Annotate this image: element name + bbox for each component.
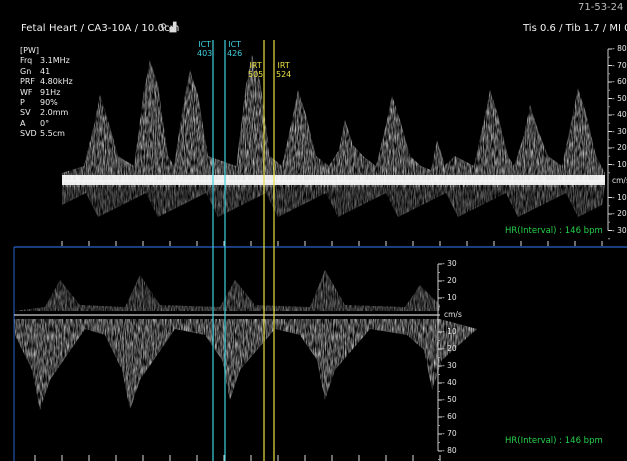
param-row: PRF 4.80kHz <box>20 77 73 87</box>
param-row: A 0° <box>20 119 73 129</box>
param-row: SV 2.0mm <box>20 108 73 118</box>
param-key: PRF <box>20 77 35 87</box>
lower-scale-unit: cm/s <box>444 310 462 319</box>
scale-label: - 20 <box>612 209 627 218</box>
upper-scale-unit: cm/s <box>612 176 627 185</box>
param-value: 5.5cm <box>40 129 65 139</box>
tib-label: Tib <box>565 23 581 34</box>
scale-label: - 80 <box>442 446 457 455</box>
param-value: 90% <box>40 98 58 108</box>
scale-label: - 30 <box>612 126 627 136</box>
exam-title: Fetal Heart / CA3-10A / 10.0cm <box>21 23 180 34</box>
thermal-index-readout: Tis 0.6 / Tib 1.7 / MI 0 <box>523 23 627 34</box>
param-key: Gn <box>20 66 32 76</box>
irt-marker-2: IRT 524 <box>276 61 291 79</box>
upper-time-ticks <box>61 241 603 246</box>
lower-spectrum <box>14 270 477 410</box>
param-key: A <box>20 118 26 128</box>
probe-icon: ⚲ <box>160 23 167 33</box>
marker-label: ICT <box>228 40 242 49</box>
scale-label: - 70 <box>612 60 627 70</box>
upper-forward-flow <box>62 55 605 187</box>
param-row: WF 91Hz <box>20 88 73 98</box>
param-value: 4.80kHz <box>40 77 73 87</box>
param-key: P <box>20 98 25 108</box>
param-value: 41 <box>40 66 51 76</box>
param-value: 2.0mm <box>40 108 69 118</box>
mi-value: 0 <box>624 23 627 34</box>
lower-velocity-scale <box>437 263 442 460</box>
scale-label: - 10 <box>442 327 457 336</box>
clipped-info: 71-53-24 <box>578 2 624 13</box>
scale-label: - 50 <box>612 93 627 103</box>
upper-heart-rate: HR(Interval) : 146 bpm <box>505 226 603 236</box>
upper-spectrum <box>62 55 605 217</box>
param-key: Frq <box>20 56 33 66</box>
scale-label: - 30 <box>442 361 457 370</box>
scale-label: - 10 <box>612 159 627 169</box>
mi-label: MI <box>609 23 621 34</box>
scale-label: - 50 <box>442 395 457 404</box>
tis-label: Tis <box>523 23 537 34</box>
marker-label: IRT <box>277 61 290 70</box>
param-row: [PW] <box>20 46 73 56</box>
header-bar: 71-53-24 Fetal Heart / CA3-10A / 10.0cm … <box>0 0 627 40</box>
scale-label: - 10 <box>442 293 457 302</box>
scale-label: - 70 <box>442 429 457 438</box>
param-row: Gn 41 <box>20 67 73 77</box>
param-value: 0° <box>40 118 50 128</box>
marker-value: 524 <box>276 70 292 79</box>
param-key: SVD <box>20 129 37 139</box>
param-row: Frq 3.1MHz <box>20 56 73 66</box>
param-value: 3.1MHz <box>40 56 70 66</box>
header-icons: ⚲ ▟ <box>160 23 176 33</box>
lower-forward-flow <box>14 270 440 311</box>
param-row: SVD 5.5cm <box>20 129 73 139</box>
body-marker-icon: ▟ <box>169 23 177 33</box>
scale-label: - 20 <box>612 143 627 152</box>
ict-marker-2: ICT 426 <box>227 40 242 58</box>
lower-time-ticks <box>34 455 441 461</box>
marker-label: IRT <box>249 61 262 70</box>
marker-value: 403 <box>197 49 213 58</box>
scale-label: - 40 <box>612 110 627 119</box>
scale-label: - 30 <box>442 259 457 268</box>
upper-reverse-flow <box>62 187 605 217</box>
irt-marker-1: IRT 505 <box>248 61 263 79</box>
lower-reverse-flow <box>14 319 477 410</box>
marker-label: ICT <box>198 40 212 49</box>
tis-value: 0.6 <box>539 23 556 34</box>
doppler-parameters: [PW] Frq 3.1MHz Gn 41 PRF 4.80kHz WF 91Hz P 9… <box>20 46 73 140</box>
lower-heart-rate: HR(Interval) : 146 bpm <box>505 436 603 446</box>
scale-label: - 40 <box>442 378 457 387</box>
param-key: SV <box>20 108 31 118</box>
scale-label: - 60 <box>612 77 627 86</box>
param-key: [PW] <box>20 46 39 55</box>
param-value: 91Hz <box>40 87 61 97</box>
scale-label: - 80 <box>612 44 627 53</box>
scale-label: - 30 <box>612 225 627 235</box>
marker-value: 505 <box>248 70 264 79</box>
tib-value: 1.7 <box>583 23 600 34</box>
param-key: WF <box>20 87 33 97</box>
upper-velocity-scale <box>607 48 612 240</box>
scale-label: - 60 <box>442 412 457 421</box>
marker-value: 426 <box>227 49 243 58</box>
scale-label: - 20 <box>442 276 457 285</box>
param-row: P 90% <box>20 98 73 108</box>
scale-label: - 20 <box>442 344 457 353</box>
scale-label: - 10 <box>612 192 627 202</box>
ict-marker-1: ICT 403 <box>197 40 212 58</box>
